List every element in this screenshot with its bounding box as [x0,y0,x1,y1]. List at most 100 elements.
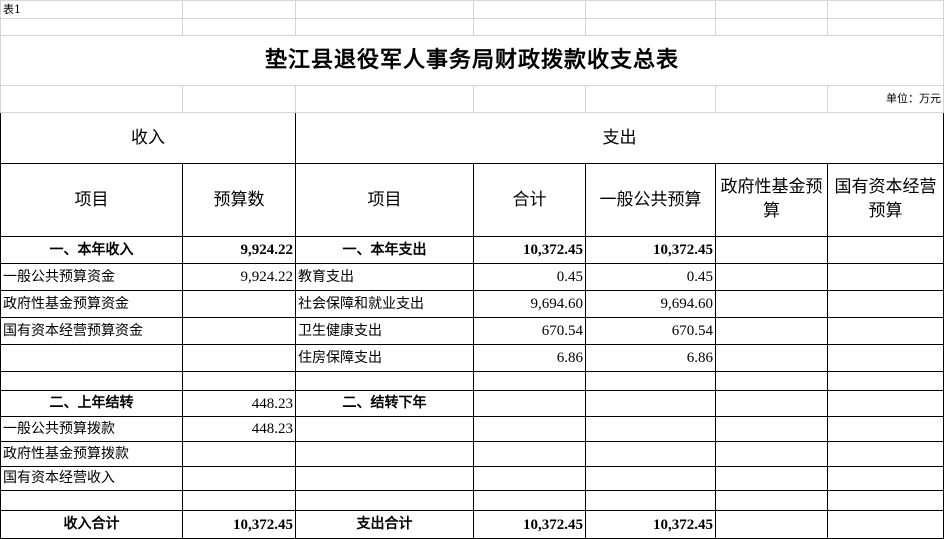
cell[interactable] [827,317,944,345]
cell[interactable] [182,466,296,491]
cell[interactable]: 支出合计 [295,510,474,539]
cell[interactable]: 448.23 [182,390,296,417]
cell[interactable] [827,371,944,391]
cell[interactable] [715,416,828,442]
cell[interactable] [473,371,586,391]
cell[interactable] [473,390,586,417]
expense-header[interactable]: 支出 [295,112,944,164]
cell[interactable] [715,390,828,417]
cell[interactable]: 10,372.45 [473,236,586,264]
cell[interactable]: 一般公共预算拨款 [0,416,183,442]
cell[interactable]: 二、结转下年 [295,390,474,417]
cell[interactable]: 10,372.45 [585,510,716,539]
cell[interactable] [827,466,944,491]
cell[interactable]: 6.86 [585,344,716,372]
income-item-header[interactable]: 项目 [0,163,183,237]
cell[interactable]: 国有资本经营预算资金 [0,317,183,345]
cell[interactable] [827,344,944,372]
cell[interactable] [473,0,586,19]
cell[interactable] [827,510,944,539]
cell[interactable] [715,290,828,318]
expense-state-capital-header[interactable]: 国有资本经营预算 [827,163,944,237]
cell[interactable] [827,490,944,511]
cell[interactable] [715,18,828,36]
cell[interactable] [0,85,183,113]
cell[interactable] [827,441,944,467]
cell[interactable] [827,0,944,19]
cell[interactable] [715,466,828,491]
cell[interactable] [295,371,474,391]
cell[interactable] [585,490,716,511]
expense-general-header[interactable]: 一般公共预算 [585,163,716,237]
cell[interactable]: 6.86 [473,344,586,372]
cell[interactable]: 一、本年收入 [0,236,183,264]
cell[interactable]: 9,694.60 [585,290,716,318]
cell[interactable] [182,344,296,372]
cell[interactable] [473,416,586,442]
cell[interactable] [827,263,944,291]
cell[interactable] [473,18,586,36]
cell[interactable]: 一、本年支出 [295,236,474,264]
cell[interactable] [182,371,296,391]
cell[interactable] [715,344,828,372]
cell[interactable]: 一般公共预算资金 [0,263,183,291]
cell[interactable] [585,441,716,467]
cell[interactable] [715,317,828,345]
cell[interactable]: 9,924.22 [182,263,296,291]
cell[interactable]: 670.54 [473,317,586,345]
cell[interactable] [473,85,586,113]
cell[interactable]: 670.54 [585,317,716,345]
expense-gov-fund-header[interactable]: 政府性基金预算 [715,163,828,237]
cell[interactable] [827,390,944,417]
cell[interactable]: 9,924.22 [182,236,296,264]
cell[interactable] [715,490,828,511]
cell[interactable] [182,18,296,36]
cell[interactable]: 政府性基金预算资金 [0,290,183,318]
income-header[interactable]: 收入 [0,112,296,164]
cell[interactable] [585,371,716,391]
cell[interactable] [182,317,296,345]
cell[interactable] [295,0,474,19]
cell[interactable]: 政府性基金预算拨款 [0,441,183,467]
cell[interactable] [0,371,183,391]
cell[interactable]: 国有资本经营收入 [0,466,183,491]
cell[interactable]: 0.45 [585,263,716,291]
cell[interactable] [473,466,586,491]
expense-total-header[interactable]: 合计 [473,163,586,237]
cell[interactable]: 10,372.45 [585,236,716,264]
cell[interactable] [182,290,296,318]
sheet-label[interactable]: 表1 [0,0,183,19]
cell[interactable] [182,0,296,19]
cell[interactable]: 二、上年结转 [0,390,183,417]
cell[interactable]: 10,372.45 [182,510,296,539]
page-title[interactable]: 垫江县退役军人事务局财政拨款收支总表 [0,35,944,86]
cell[interactable] [715,371,828,391]
cell[interactable] [0,18,183,36]
cell[interactable] [585,416,716,442]
cell[interactable]: 住房保障支出 [295,344,474,372]
cell[interactable] [585,0,716,19]
cell[interactable]: 9,694.60 [473,290,586,318]
cell[interactable] [827,290,944,318]
cell[interactable] [585,18,716,36]
cell[interactable] [715,0,828,19]
cell[interactable] [715,263,828,291]
cell[interactable] [585,390,716,417]
cell[interactable]: 0.45 [473,263,586,291]
cell[interactable]: 10,372.45 [473,510,586,539]
unit-label[interactable]: 单位：万元 [827,85,944,113]
cell[interactable]: 社会保障和就业支出 [295,290,474,318]
cell[interactable] [585,466,716,491]
cell[interactable] [182,85,296,113]
cell[interactable] [827,18,944,36]
cell[interactable] [295,441,474,467]
cell[interactable] [585,85,716,113]
cell[interactable] [182,490,296,511]
cell[interactable] [295,416,474,442]
cell[interactable] [295,85,474,113]
cell[interactable] [715,236,828,264]
cell[interactable] [827,236,944,264]
expense-item-header[interactable]: 项目 [295,163,474,237]
cell[interactable]: 教育支出 [295,263,474,291]
cell[interactable]: 卫生健康支出 [295,317,474,345]
